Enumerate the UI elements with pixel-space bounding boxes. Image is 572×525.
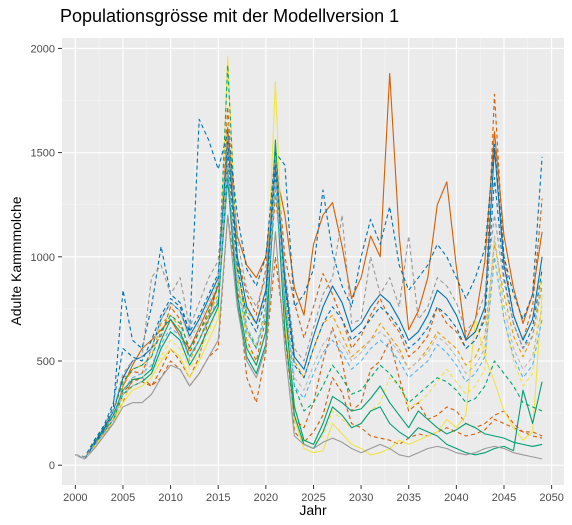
series-line-16 xyxy=(75,135,543,458)
y-tick-label: 2000 xyxy=(31,43,55,55)
major-gridlines xyxy=(62,38,564,485)
series-line-4 xyxy=(75,214,543,458)
y-axis-label: Adulte Kammmolche xyxy=(8,196,24,325)
x-tick-label: 2040 xyxy=(444,492,468,504)
x-tick-label: 2030 xyxy=(349,492,373,504)
x-tick-label: 2000 xyxy=(63,492,87,504)
x-tick-label: 2010 xyxy=(158,492,182,504)
x-tick-label: 2050 xyxy=(539,492,563,504)
y-tick-label: 0 xyxy=(49,460,55,472)
series-line-15 xyxy=(75,214,543,460)
x-tick-label: 2005 xyxy=(111,492,135,504)
series-line-12 xyxy=(75,118,543,460)
x-tick-label: 2045 xyxy=(492,492,516,504)
series-line-8 xyxy=(75,139,543,460)
x-axis: 2000 2005 2010 2015 2020 2025 2030 2035 2040 2045… xyxy=(63,485,564,504)
y-tick-label: 500 xyxy=(37,356,55,368)
x-axis-label: Jahr xyxy=(299,502,327,518)
chart-title: Populationsgrösse mit der Modellversion … xyxy=(60,6,400,26)
series-line-17 xyxy=(75,160,543,460)
series-line-3 xyxy=(75,156,543,460)
x-tick-label: 2025 xyxy=(301,492,325,504)
x-tick-label: 2015 xyxy=(206,492,230,504)
y-tick-label: 1500 xyxy=(31,148,55,160)
x-tick-label: 2035 xyxy=(396,492,420,504)
y-tick-label: 1000 xyxy=(31,252,55,264)
y-axis: 0 500 1000 1500 2000 xyxy=(31,43,62,472)
x-tick-label: 2020 xyxy=(254,492,278,504)
series-line-5 xyxy=(75,181,543,460)
series-line-10 xyxy=(75,64,543,458)
series-layer xyxy=(75,56,543,460)
series-line-6 xyxy=(75,56,543,460)
minor-gridlines xyxy=(62,38,564,485)
series-line-14 xyxy=(75,172,543,460)
series-line-1 xyxy=(75,72,543,460)
series-line-13 xyxy=(75,152,543,458)
